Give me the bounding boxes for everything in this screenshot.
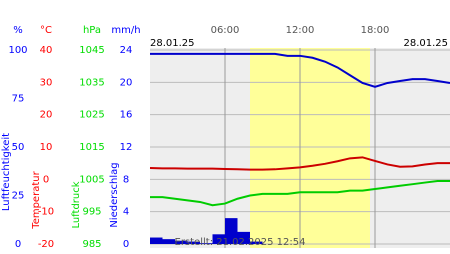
y-tick-label: 1045 — [79, 45, 104, 56]
y-tick-label: 40 — [40, 45, 53, 56]
y-tick-label: 0 — [15, 239, 21, 250]
precipitation-bar — [162, 239, 175, 244]
y-tick-label: 4 — [123, 207, 129, 218]
y-tick-label: 30 — [40, 77, 53, 88]
y-tick-label: 50 — [12, 142, 25, 153]
y-tick-label: 12 — [120, 142, 133, 153]
plot — [149, 48, 450, 248]
precipitation-bar — [237, 231, 250, 244]
y-tick-label: 100 — [8, 45, 27, 56]
y-tick-label: 10 — [40, 142, 53, 153]
footer: Erstellt: 21.02.2025 12:54 — [175, 237, 306, 248]
precipitation-bar — [250, 241, 263, 244]
y-tick-label: 24 — [120, 45, 133, 56]
x-tick-label: 18:00 — [361, 25, 390, 36]
y-tick-label: 0 — [43, 174, 49, 185]
axis-unit: % — [13, 25, 23, 36]
axis-unit: hPa — [83, 25, 101, 36]
y-tick-label: 75 — [12, 94, 25, 105]
y-tick-label: 1015 — [79, 142, 104, 153]
precipitation-bar — [200, 243, 213, 244]
y-tick-label: 20 — [120, 77, 133, 88]
y-tick-label: 25 — [12, 191, 25, 202]
axis-unit: mm/h — [111, 25, 140, 36]
y-tick-label: 16 — [120, 110, 133, 121]
x-tick-label: 12:00 — [286, 25, 315, 36]
y-tick-label: 8 — [123, 174, 129, 185]
series-line — [150, 179, 450, 207]
y-tick-label: 985 — [82, 239, 101, 250]
date-left: 28.01.25 — [150, 38, 195, 49]
precipitation-bar — [212, 234, 225, 244]
axis-title: Luftdruck — [71, 181, 82, 228]
daylight-band — [250, 48, 370, 248]
precipitation-bar — [187, 241, 200, 244]
precipitation-bar — [150, 237, 163, 244]
y-tick-label: 1005 — [79, 174, 104, 185]
date-right: 28.01.25 — [403, 38, 448, 49]
axis-title: Niederschlag — [109, 162, 120, 227]
y-tick-label: 20 — [40, 110, 53, 121]
series-line — [149, 156, 450, 171]
y-tick-label: 995 — [82, 207, 101, 218]
y-tick-label: 1025 — [79, 110, 104, 121]
precipitation-bar — [175, 240, 188, 244]
y-tick-label: 0 — [123, 239, 129, 250]
y-tick-label: -10 — [38, 207, 54, 218]
series-line — [150, 52, 450, 88]
y-tick-label: 1035 — [79, 77, 104, 88]
axis-title: Luftfeuchtigkeit — [1, 133, 12, 211]
y-tick-label: -20 — [38, 239, 54, 250]
x-tick-label: 06:00 — [211, 25, 240, 36]
axis-title: Temperatur — [31, 170, 42, 229]
precipitation-bar — [225, 218, 238, 244]
axis-unit: °C — [40, 25, 52, 36]
